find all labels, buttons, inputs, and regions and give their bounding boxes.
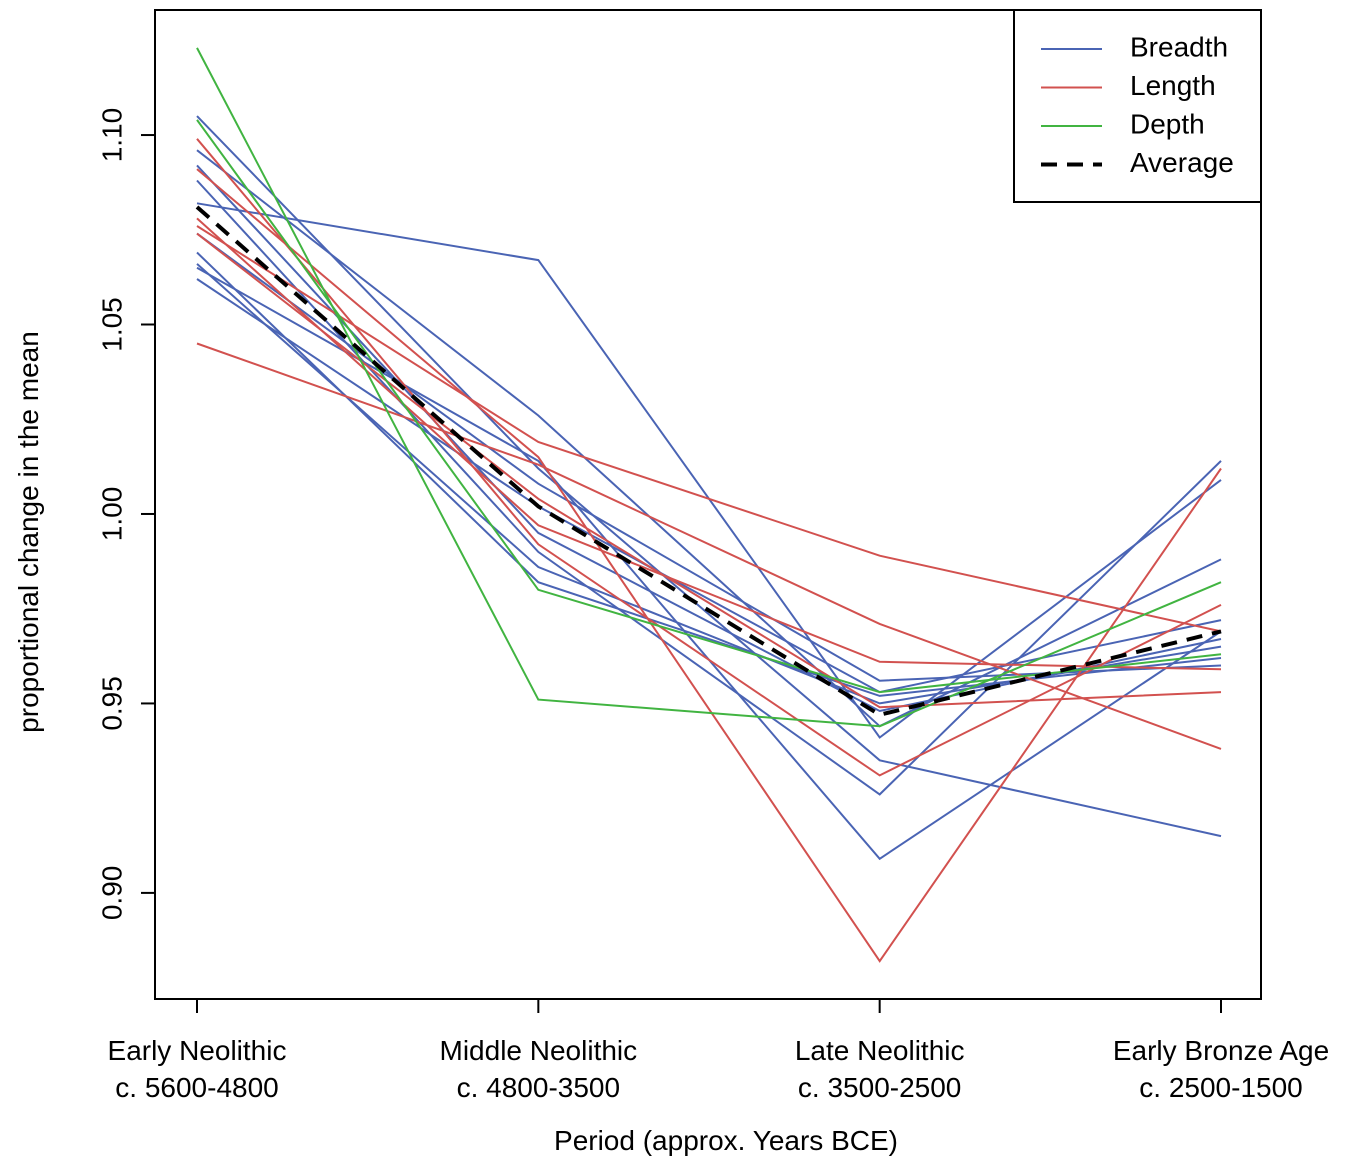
y-axis: 0.90 0.95 1.00 1.05 1.10 xyxy=(96,108,156,921)
x-tick-label: Early Neolithic xyxy=(108,1035,287,1066)
series-line-breadth xyxy=(196,202,1222,739)
series-line-breadth xyxy=(196,179,1222,796)
legend-label-average: Average xyxy=(1130,147,1234,178)
series-layer xyxy=(195,47,1222,963)
legend: Breadth Length Depth Average xyxy=(1013,9,1262,203)
x-tick-label: Late Neolithic xyxy=(795,1035,965,1066)
y-tick-label: 0.95 xyxy=(96,676,127,731)
series-line-length xyxy=(196,217,1222,671)
x-tick-sublabel: c. 4800-3500 xyxy=(457,1072,620,1103)
legend-label-depth: Depth xyxy=(1130,108,1205,139)
x-tick-sublabel: c. 2500-1500 xyxy=(1139,1072,1302,1103)
legend-label-breadth: Breadth xyxy=(1130,31,1228,62)
y-tick-label: 0.90 xyxy=(96,866,127,921)
series-line-length xyxy=(196,138,1222,777)
x-axis-label: Period (approx. Years BCE) xyxy=(554,1125,898,1156)
series-line-length xyxy=(196,225,1222,633)
series-line-breadth xyxy=(196,149,1222,728)
x-tick-sublabel: c. 5600-4800 xyxy=(115,1072,278,1103)
y-tick-label: 1.10 xyxy=(96,108,127,163)
series-line-length xyxy=(196,232,1222,709)
x-tick-label: Early Bronze Age xyxy=(1113,1035,1329,1066)
series-line-breadth xyxy=(196,164,1222,713)
y-axis-label: proportional change in the mean xyxy=(13,331,44,733)
x-axis: Early Neolithic c. 5600-4800 Middle Neolit… xyxy=(108,998,1329,1103)
series-line-length xyxy=(196,168,1222,963)
series-line-depth xyxy=(196,119,1222,694)
series-line-depth xyxy=(196,47,1222,728)
x-tick-sublabel: c. 3500-2500 xyxy=(798,1072,961,1103)
series-line-breadth xyxy=(196,251,1222,697)
series-line-breadth xyxy=(196,115,1222,838)
y-tick-label: 1.00 xyxy=(96,487,127,542)
legend-box xyxy=(1013,9,1262,203)
series-line-length xyxy=(196,342,1222,750)
series-line-breadth xyxy=(196,278,1222,694)
x-tick-label: Middle Neolithic xyxy=(440,1035,638,1066)
legend-label-length: Length xyxy=(1130,70,1216,101)
series-line-average xyxy=(195,205,1222,717)
y-tick-label: 1.05 xyxy=(96,297,127,352)
